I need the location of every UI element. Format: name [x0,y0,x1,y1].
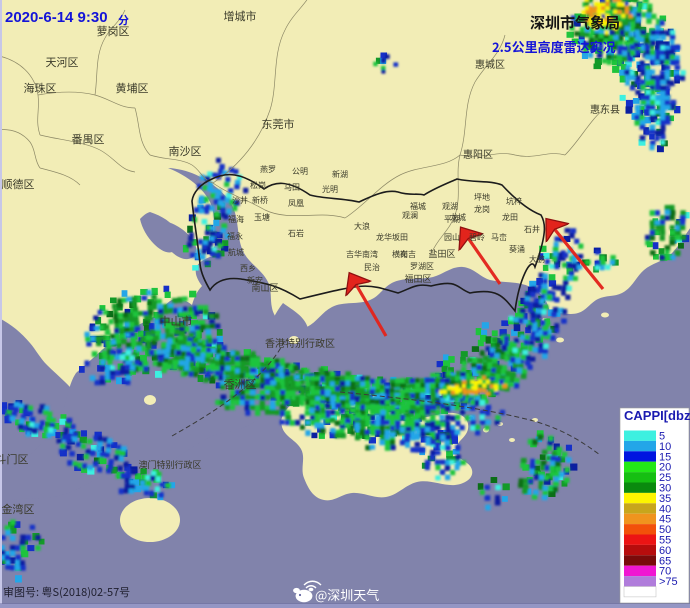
svg-text:坪地: 坪地 [474,192,490,203]
svg-text:福海: 福海 [228,214,244,225]
svg-text:马田: 马田 [284,182,300,193]
svg-text:东莞市: 东莞市 [262,116,295,132]
svg-text:龙田: 龙田 [502,212,518,223]
svg-text:新湖: 新湖 [332,169,348,180]
svg-text:葵涌: 葵涌 [509,244,525,255]
svg-text:观澜: 观澜 [402,210,418,221]
svg-text:番禺区: 番禺区 [72,131,105,147]
svg-text:公明: 公明 [292,166,308,177]
svg-text:香洲区: 香洲区 [224,376,257,392]
svg-text:大浪: 大浪 [354,221,370,232]
svg-text:香港特别行政区: 香港特别行政区 [265,335,335,350]
svg-text:金湾区: 金湾区 [2,501,35,517]
svg-text:石岩: 石岩 [288,228,304,239]
svg-text:吉华南湾: 吉华南湾 [346,249,378,260]
svg-text:航城: 航城 [228,247,244,258]
svg-text:龙城: 龙城 [450,212,466,223]
svg-text:园山: 园山 [444,232,460,243]
svg-text:深圳市气象局: 深圳市气象局 [530,12,620,33]
svg-text:民治: 民治 [364,262,380,273]
svg-text:澳门特别行政区: 澳门特别行政区 [138,458,201,471]
svg-text:龙岗: 龙岗 [474,204,490,215]
svg-text:2020-6-14 9:30: 2020-6-14 9:30 [5,9,108,26]
svg-text:沙井: 沙井 [232,195,248,206]
svg-text:惠东县: 惠东县 [590,101,620,116]
svg-text:坑梓: 坑梓 [506,196,522,207]
svg-text:新安: 新安 [247,275,263,286]
svg-text:海珠区: 海珠区 [24,80,57,96]
svg-text:南沙区: 南沙区 [169,143,202,159]
svg-text:斗门区: 斗门区 [0,451,29,467]
svg-text:西乡: 西乡 [240,263,256,274]
svg-text:天河区: 天河区 [46,54,79,70]
svg-text:凤凰: 凤凰 [288,198,304,209]
svg-text:审图号: 粤S(2018)02-57号: 审图号: 粤S(2018)02-57号 [3,584,130,600]
svg-text:黄埔区: 黄埔区 [116,80,149,96]
svg-text:福永: 福永 [227,231,243,242]
svg-text:分: 分 [118,12,129,28]
svg-text:燕罗: 燕罗 [260,164,276,175]
svg-text:增城市: 增城市 [224,8,257,24]
svg-text:盐田区: 盐田区 [428,247,455,260]
svg-text:顺德区: 顺德区 [2,176,35,192]
svg-text:>75: >75 [659,576,678,588]
svg-text:@深圳天气: @深圳天气 [315,585,379,604]
svg-text:光明: 光明 [322,184,338,195]
svg-text:新桥: 新桥 [252,195,268,206]
svg-text:福田区: 福田区 [404,272,431,285]
svg-text:玉塘: 玉塘 [254,212,270,223]
svg-text:惠城区: 惠城区 [475,56,505,71]
svg-text:松岗: 松岗 [250,180,266,191]
svg-text:惠阳区: 惠阳区 [463,146,493,161]
svg-text:中山市: 中山市 [160,313,193,329]
svg-text:马峦: 马峦 [491,232,507,243]
svg-text:布吉: 布吉 [400,249,416,260]
svg-text:石井: 石井 [524,224,540,235]
svg-text:CAPPI[dbz]: CAPPI[dbz] [624,408,690,423]
svg-text:观湖: 观湖 [442,201,458,212]
svg-text:2.5公里高度雷达实况: 2.5公里高度雷达实况 [492,37,616,56]
svg-text:碧岭: 碧岭 [469,232,485,243]
svg-text:罗湖区: 罗湖区 [410,261,434,272]
svg-text:大鹏: 大鹏 [529,254,545,265]
svg-text:龙华坂田: 龙华坂田 [376,232,408,243]
